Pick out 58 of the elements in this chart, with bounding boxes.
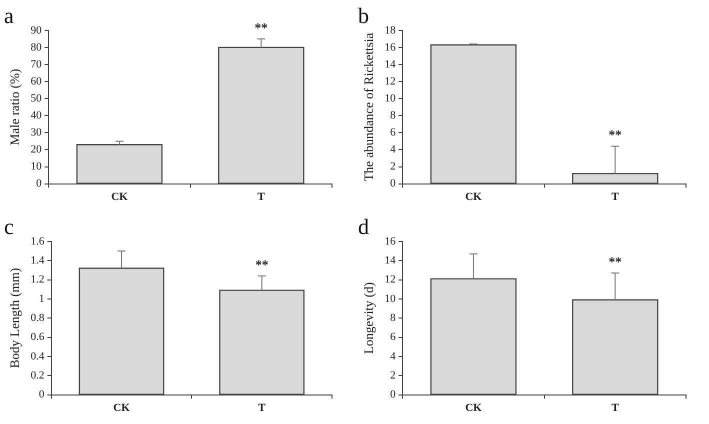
y-tick-label: 50 <box>30 92 42 104</box>
x-tick-label: T <box>611 402 620 414</box>
chart-title: d <box>358 214 369 239</box>
chart-title: c <box>4 214 14 239</box>
x-tick-label: T <box>611 191 620 204</box>
y-axis-title: Male ratio (%) <box>7 68 22 146</box>
y-tick-label: 0 <box>390 178 396 190</box>
y-tick-label: 10 <box>384 92 396 104</box>
y-tick-label: 16 <box>384 41 396 54</box>
y-axis-title: The abundance of Rickettsia <box>361 32 376 182</box>
y-tick-label: 4 <box>390 144 396 156</box>
y-tick-label: 6 <box>390 126 396 139</box>
x-tick-label: CK <box>113 402 130 414</box>
y-tick-label: 18 <box>384 24 396 36</box>
x-tick-label: T <box>258 402 266 414</box>
y-tick-label: 0 <box>390 388 396 401</box>
x-tick-label: CK <box>465 402 482 414</box>
y-tick-label: 1 <box>38 292 44 305</box>
chart-title: a <box>4 2 14 28</box>
x-tick-label: CK <box>111 191 128 204</box>
y-tick-label: 0 <box>36 178 42 190</box>
y-tick-label: 14 <box>384 58 396 70</box>
y-tick-label: 0.8 <box>30 312 45 324</box>
y-tick-label: 8 <box>390 312 396 324</box>
y-tick-label: 40 <box>30 110 42 122</box>
y-tick-label: 70 <box>30 58 42 70</box>
y-tick-label: 0.4 <box>30 350 45 362</box>
annotation: ** <box>254 20 268 35</box>
y-tick-label: 1.2 <box>30 274 44 286</box>
x-tick-label: T <box>257 191 266 204</box>
y-tick-label: 0.2 <box>30 370 44 382</box>
y-tick-label: 6 <box>390 331 396 344</box>
y-tick-label: 10 <box>30 160 42 173</box>
annotation: ** <box>255 256 268 272</box>
y-tick-label: 12 <box>384 274 396 286</box>
y-tick-label: 30 <box>30 126 42 139</box>
y-tick-label: 1.4 <box>30 254 45 266</box>
y-tick-label: 10 <box>384 292 396 305</box>
x-tick-label: CK <box>465 191 482 204</box>
y-tick-label: 2 <box>390 370 396 382</box>
y-tick-label: 14 <box>384 254 396 266</box>
annotation: ** <box>608 254 622 269</box>
y-tick-label: 20 <box>30 144 42 156</box>
y-axis-title: Longevity (d) <box>361 282 376 354</box>
y-tick-label: 12 <box>384 75 396 88</box>
y-tick-label: 90 <box>30 24 42 36</box>
y-tick-label: 16 <box>384 235 396 248</box>
y-tick-label: 0.6 <box>30 331 45 344</box>
annotation: ** <box>608 127 622 142</box>
y-tick-label: 1.6 <box>30 235 45 248</box>
y-tick-label: 2 <box>390 160 396 173</box>
y-axis-title: Body Length (mm) <box>7 268 22 368</box>
y-tick-label: 4 <box>390 350 396 362</box>
y-tick-label: 80 <box>30 41 42 54</box>
y-tick-label: 0 <box>38 388 45 401</box>
y-tick-label: 60 <box>30 75 42 88</box>
chart-title: b <box>358 2 369 28</box>
y-tick-label: 8 <box>390 110 396 122</box>
